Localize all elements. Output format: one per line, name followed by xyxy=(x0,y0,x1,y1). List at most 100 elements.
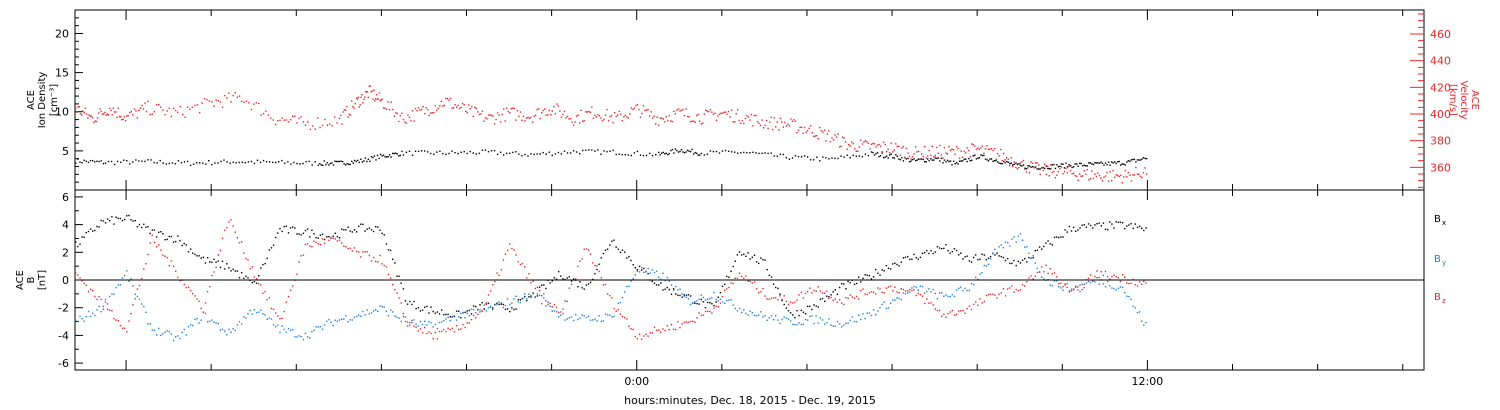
bz-point xyxy=(879,288,881,290)
by-point xyxy=(555,311,558,313)
bz-point xyxy=(826,290,828,292)
bx-point xyxy=(260,267,262,269)
bz-point xyxy=(1138,281,1141,283)
bz-point xyxy=(732,282,734,285)
by-point xyxy=(500,302,502,304)
by-point xyxy=(760,311,762,313)
velocity-point xyxy=(123,116,125,118)
by-point xyxy=(606,314,609,316)
velocity-point xyxy=(840,145,842,147)
bx-point xyxy=(262,263,264,266)
velocity-point xyxy=(359,104,361,106)
bz-point xyxy=(162,254,164,256)
velocity-point xyxy=(1036,162,1038,164)
density-point xyxy=(800,156,803,158)
by-point xyxy=(387,315,390,317)
bz-point xyxy=(775,297,777,299)
velocity-point xyxy=(702,122,704,124)
velocity-point xyxy=(1050,164,1052,166)
density-point xyxy=(346,163,348,165)
by-point xyxy=(151,329,153,331)
density-point xyxy=(924,161,926,163)
bz-point xyxy=(841,302,843,304)
by-point xyxy=(494,304,496,306)
density-point xyxy=(414,150,417,152)
density-point xyxy=(1010,162,1012,164)
density-point xyxy=(648,152,651,155)
bz-point xyxy=(509,243,511,245)
bz-point xyxy=(696,317,698,319)
by-point xyxy=(955,289,958,291)
density-point xyxy=(1094,162,1096,164)
velocity-point xyxy=(245,100,248,102)
bz-point xyxy=(564,300,566,302)
bz-point xyxy=(500,269,502,271)
bx-point xyxy=(298,233,300,235)
bx-point xyxy=(383,234,385,236)
velocity-point xyxy=(392,108,394,111)
density-point xyxy=(688,150,690,152)
velocity-point xyxy=(732,121,734,123)
bz-point xyxy=(577,265,579,267)
by-point xyxy=(717,300,719,302)
bz-point xyxy=(309,245,311,247)
bx-point xyxy=(111,216,113,218)
by-point xyxy=(994,248,996,250)
density-point xyxy=(1076,163,1078,165)
bz-point xyxy=(617,308,619,311)
by-point xyxy=(977,278,979,281)
bx-point xyxy=(441,309,443,311)
density-point xyxy=(100,160,102,162)
bx-point xyxy=(245,275,247,278)
density-point xyxy=(396,153,398,155)
by-point xyxy=(913,285,915,288)
density-tick-label: 15 xyxy=(55,67,69,80)
density-point xyxy=(693,153,695,155)
velocity-point xyxy=(342,111,344,113)
by-point xyxy=(249,309,251,312)
density-point xyxy=(943,159,946,161)
bz-point xyxy=(983,300,985,303)
velocity-point xyxy=(694,121,696,124)
velocity-point xyxy=(606,108,608,111)
density-point xyxy=(706,153,708,155)
velocity-point xyxy=(1056,174,1058,176)
bx-point xyxy=(1100,225,1102,227)
by-point xyxy=(143,305,145,308)
by-point xyxy=(641,267,643,269)
by-point xyxy=(836,320,839,323)
bx-point xyxy=(838,286,841,289)
bz-point xyxy=(489,290,492,292)
bx-point xyxy=(1132,227,1134,230)
density-point xyxy=(993,160,996,162)
velocity-point xyxy=(755,114,757,117)
bz-point xyxy=(855,295,858,298)
velocity-point xyxy=(1038,164,1040,166)
by-point xyxy=(466,312,468,314)
velocity-point xyxy=(980,147,982,149)
by-point xyxy=(192,324,194,327)
density-point xyxy=(761,152,763,154)
bx-point xyxy=(1019,262,1022,264)
density-point xyxy=(1138,159,1140,161)
by-point xyxy=(177,335,179,337)
density-point xyxy=(686,149,689,152)
velocity-point xyxy=(472,115,474,118)
by-point xyxy=(396,316,398,318)
density-point xyxy=(1000,162,1002,165)
by-point xyxy=(806,319,809,321)
velocity-point xyxy=(184,116,186,119)
by-point xyxy=(1068,290,1071,292)
velocity-point xyxy=(920,153,923,155)
by-point xyxy=(168,330,170,333)
velocity-point xyxy=(735,113,737,115)
bx-point xyxy=(960,252,962,254)
by-point xyxy=(1138,311,1141,313)
density-point xyxy=(436,151,438,153)
bz-point xyxy=(123,327,126,329)
density-point xyxy=(370,156,373,158)
by-point xyxy=(196,317,198,320)
by-point xyxy=(1055,280,1058,282)
by-point xyxy=(400,320,402,323)
velocity-point xyxy=(307,121,309,123)
